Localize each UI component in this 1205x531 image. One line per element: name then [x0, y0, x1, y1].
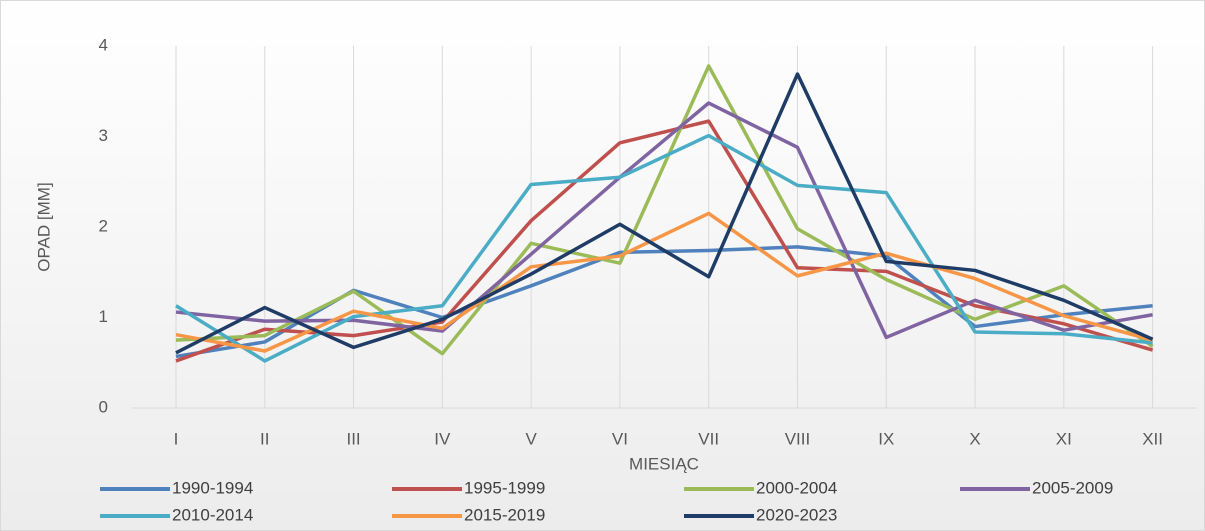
series-line [175, 119, 1154, 363]
x-tick-label: XII [1142, 429, 1163, 448]
legend-label: 2005-2009 [1032, 478, 1113, 497]
x-tick-label: VI [612, 429, 628, 448]
x-tick-label: VIII [785, 429, 811, 448]
series-line [175, 133, 1153, 363]
y-tick-label: 3 [99, 126, 108, 145]
legend-label: 1995-1999 [464, 478, 545, 497]
x-tick-label: XI [1056, 429, 1072, 448]
legend-label: 2000-2004 [756, 478, 837, 497]
series-line [175, 101, 1153, 340]
x-tick-label: I [174, 429, 179, 448]
y-tick-label: 4 [99, 35, 108, 54]
x-tick-label: III [346, 429, 360, 448]
series-line [175, 64, 1154, 356]
x-tick-label: V [525, 429, 537, 448]
x-tick-label: II [260, 429, 269, 448]
x-axis-title: MIESIĄC [629, 454, 699, 473]
legend-label: 2015-2019 [464, 505, 545, 524]
x-tick-label: VII [698, 429, 719, 448]
legend-label: 2010-2014 [172, 505, 253, 524]
series-line [175, 72, 1154, 355]
legend-label: 1990-1994 [172, 478, 253, 497]
series-line [175, 211, 1154, 353]
legend-label: 2020-2023 [756, 505, 837, 524]
y-tick-label: 1 [99, 307, 108, 326]
x-tick-label: IV [434, 429, 451, 448]
x-tick-label: X [969, 429, 980, 448]
y-tick-label: 2 [99, 216, 108, 235]
y-tick-label: 0 [99, 397, 108, 416]
y-axis-title: OPAD [MM] [34, 182, 53, 271]
x-tick-label: IX [878, 429, 894, 448]
